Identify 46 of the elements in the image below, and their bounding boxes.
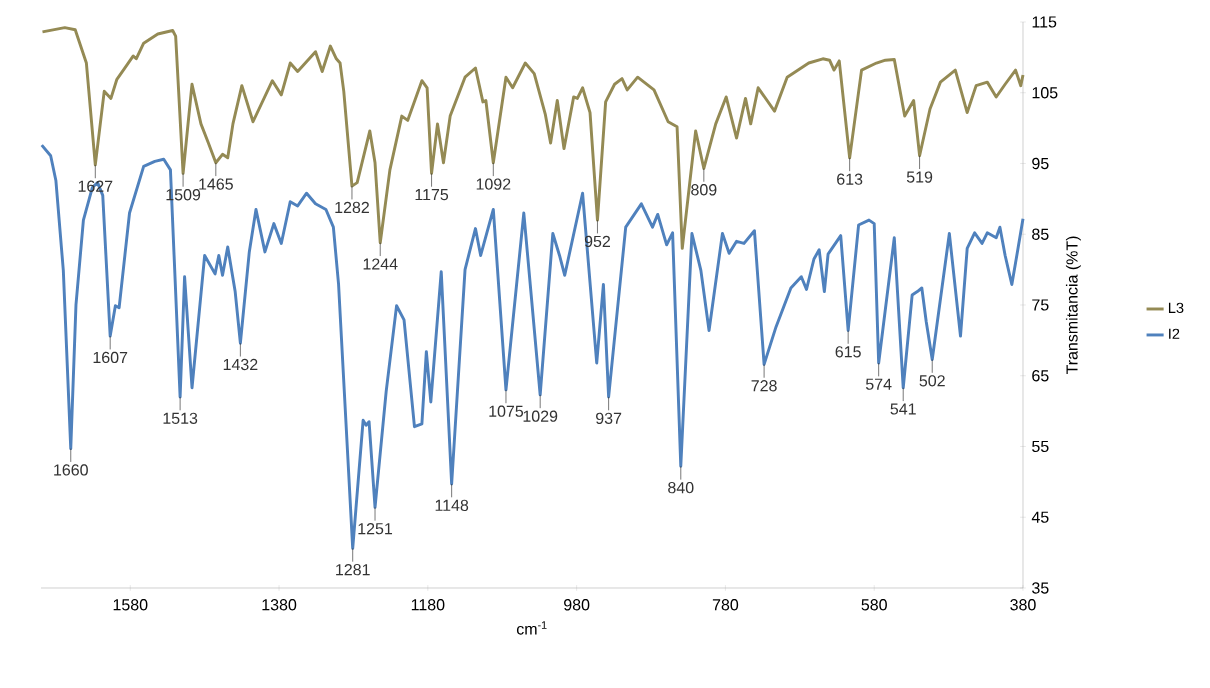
x-tick-label: 1580 xyxy=(113,599,148,611)
y-tick-label: 115 xyxy=(1032,16,1057,28)
annotation: 728 xyxy=(751,380,777,392)
annotation: 1465 xyxy=(199,178,233,190)
x-tick-label: 380 xyxy=(1010,599,1036,611)
x-tick-label: 1180 xyxy=(411,599,445,611)
x-tick-label: 1380 xyxy=(262,599,297,611)
annotation: 1092 xyxy=(476,178,511,190)
annotation: 1244 xyxy=(363,258,398,270)
x-axis-title: cm$^{-1}$ xyxy=(516,621,547,635)
annotation: 1432 xyxy=(223,358,258,371)
y-tick-label: 105 xyxy=(1032,87,1058,99)
legend-label: I2 xyxy=(1169,328,1180,339)
annotation: 1660 xyxy=(54,464,88,476)
annotation: 1281 xyxy=(336,564,370,576)
y-tick-label: 35 xyxy=(1032,582,1049,594)
x-tick-label: 980 xyxy=(564,599,590,611)
annotation: 1175 xyxy=(415,189,449,201)
annotation: 937 xyxy=(596,412,622,424)
y-tick-label: 55 xyxy=(1032,440,1049,453)
annotation: 615 xyxy=(835,346,861,358)
x-tick-label: 580 xyxy=(861,599,887,611)
annotation: 1607 xyxy=(93,351,128,364)
y-tick-label: 95 xyxy=(1032,157,1049,170)
line-series xyxy=(41,26,1025,250)
annotation: 1282 xyxy=(335,201,369,214)
annotation: 519 xyxy=(906,171,933,183)
annotation: 613 xyxy=(837,173,863,185)
y-tick-label: 75 xyxy=(1032,299,1049,311)
line-series xyxy=(40,143,1025,550)
x-tick-label: 780 xyxy=(712,599,739,611)
annotation: 541 xyxy=(890,403,916,415)
annotation: 1148 xyxy=(435,499,469,511)
annotation: 840 xyxy=(668,481,694,494)
y-tick-label: 45 xyxy=(1031,511,1049,523)
annotation: 574 xyxy=(865,378,892,390)
legend-label: L3 xyxy=(1168,302,1184,314)
annotation: 1251 xyxy=(358,523,393,535)
y-tick-label: 65 xyxy=(1032,370,1049,382)
y-axis-title: Transmitancia (%T) xyxy=(1065,236,1081,375)
annotation: 809 xyxy=(691,184,717,196)
y-tick-label: 85 xyxy=(1032,228,1049,240)
annotation: 1513 xyxy=(163,412,198,424)
annotation: 502 xyxy=(919,375,945,387)
annotation: 1075 xyxy=(489,405,524,417)
annotation: 1029 xyxy=(523,410,558,422)
